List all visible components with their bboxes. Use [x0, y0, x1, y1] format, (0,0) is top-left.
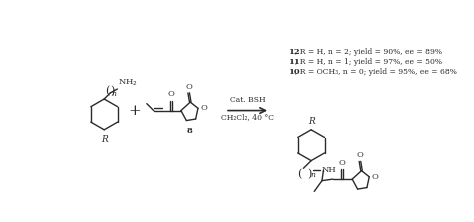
Text: NH$_2$: NH$_2$ [118, 78, 138, 88]
Text: CH₂Cl₂, 40 °C: CH₂Cl₂, 40 °C [221, 113, 274, 121]
Text: , R = OCH₃, n = 0; yield = 95%, ee = 68%: , R = OCH₃, n = 0; yield = 95%, ee = 68% [295, 68, 457, 76]
Text: R: R [101, 135, 108, 144]
Text: n: n [310, 171, 315, 179]
Text: 12: 12 [288, 48, 300, 56]
Text: NH: NH [321, 166, 336, 174]
Text: 10: 10 [288, 68, 300, 76]
Text: 11: 11 [288, 58, 300, 66]
Text: ): ) [307, 169, 311, 179]
Text: O: O [356, 151, 364, 159]
Text: +: + [128, 104, 141, 118]
Text: R: R [308, 117, 315, 126]
Text: ): ) [110, 86, 115, 97]
Text: 8: 8 [186, 127, 192, 135]
Text: Cat. BSH: Cat. BSH [230, 96, 265, 104]
Text: (: ( [298, 169, 302, 179]
Text: n: n [112, 90, 117, 98]
Text: (: ( [105, 86, 109, 96]
Text: O: O [372, 173, 378, 181]
Text: O: O [185, 83, 192, 91]
Text: O: O [339, 159, 346, 167]
Text: , R = H, n = 1; yield = 97%, ee = 50%: , R = H, n = 1; yield = 97%, ee = 50% [295, 58, 442, 66]
Text: O: O [201, 104, 207, 112]
Text: O: O [167, 90, 174, 98]
Text: , R = H, n = 2; yield = 90%, ee = 89%: , R = H, n = 2; yield = 90%, ee = 89% [295, 48, 442, 56]
